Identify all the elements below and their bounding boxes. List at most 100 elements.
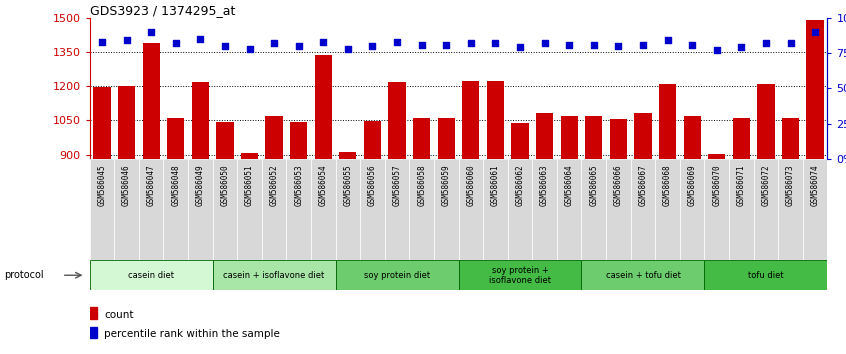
Text: GDS3923 / 1374295_at: GDS3923 / 1374295_at bbox=[90, 4, 235, 17]
Text: GSM586074: GSM586074 bbox=[810, 164, 820, 206]
FancyBboxPatch shape bbox=[139, 159, 163, 260]
FancyBboxPatch shape bbox=[261, 159, 287, 260]
Point bbox=[439, 42, 453, 47]
FancyBboxPatch shape bbox=[557, 159, 581, 260]
Bar bbox=[118, 86, 135, 159]
Bar bbox=[486, 80, 504, 159]
Bar bbox=[585, 116, 602, 159]
Bar bbox=[217, 122, 233, 159]
Text: GSM586047: GSM586047 bbox=[146, 164, 156, 206]
FancyBboxPatch shape bbox=[434, 159, 459, 260]
Point bbox=[636, 42, 650, 47]
Point bbox=[685, 42, 699, 47]
Text: GSM586046: GSM586046 bbox=[122, 164, 131, 206]
Bar bbox=[290, 122, 307, 159]
Point bbox=[710, 47, 723, 53]
Point bbox=[464, 40, 478, 46]
Bar bbox=[315, 55, 332, 159]
Text: casein diet: casein diet bbox=[128, 271, 174, 280]
FancyBboxPatch shape bbox=[680, 159, 705, 260]
Bar bbox=[90, 327, 97, 338]
Text: GSM586049: GSM586049 bbox=[195, 164, 205, 206]
FancyBboxPatch shape bbox=[508, 159, 532, 260]
Bar bbox=[511, 123, 529, 159]
FancyBboxPatch shape bbox=[606, 159, 630, 260]
FancyBboxPatch shape bbox=[90, 159, 114, 260]
Bar bbox=[364, 121, 381, 159]
Point bbox=[96, 39, 109, 45]
Point bbox=[145, 29, 158, 35]
FancyBboxPatch shape bbox=[114, 159, 139, 260]
Text: GSM586054: GSM586054 bbox=[319, 164, 327, 206]
Text: GSM586066: GSM586066 bbox=[614, 164, 623, 206]
Text: casein + isoflavone diet: casein + isoflavone diet bbox=[223, 271, 325, 280]
Text: soy protein +
isoflavone diet: soy protein + isoflavone diet bbox=[489, 266, 551, 285]
Text: GSM586059: GSM586059 bbox=[442, 164, 451, 206]
Point bbox=[365, 43, 379, 49]
Text: GSM586051: GSM586051 bbox=[245, 164, 254, 206]
Text: GSM586073: GSM586073 bbox=[786, 164, 795, 206]
Point bbox=[734, 45, 748, 50]
Text: tofu diet: tofu diet bbox=[748, 271, 783, 280]
Text: GSM586055: GSM586055 bbox=[343, 164, 353, 206]
Point bbox=[169, 40, 183, 46]
Text: GSM586060: GSM586060 bbox=[466, 164, 475, 206]
FancyBboxPatch shape bbox=[656, 159, 680, 260]
Point bbox=[563, 42, 576, 47]
Bar bbox=[462, 80, 480, 159]
Text: GSM586067: GSM586067 bbox=[639, 164, 647, 206]
Bar bbox=[93, 87, 111, 159]
Point bbox=[267, 40, 281, 46]
Point bbox=[415, 42, 428, 47]
Bar bbox=[757, 84, 775, 159]
Bar bbox=[142, 43, 160, 159]
FancyBboxPatch shape bbox=[459, 260, 581, 290]
FancyBboxPatch shape bbox=[630, 159, 656, 260]
Point bbox=[292, 43, 305, 49]
FancyBboxPatch shape bbox=[729, 159, 754, 260]
Point bbox=[808, 29, 821, 35]
FancyBboxPatch shape bbox=[212, 159, 237, 260]
Point bbox=[120, 38, 134, 43]
Text: GSM586064: GSM586064 bbox=[564, 164, 574, 206]
Point bbox=[218, 43, 232, 49]
FancyBboxPatch shape bbox=[212, 260, 336, 290]
FancyBboxPatch shape bbox=[581, 260, 705, 290]
FancyBboxPatch shape bbox=[311, 159, 336, 260]
Bar bbox=[782, 118, 799, 159]
FancyBboxPatch shape bbox=[705, 260, 827, 290]
Bar bbox=[561, 116, 578, 159]
Text: soy protein diet: soy protein diet bbox=[364, 271, 430, 280]
Bar bbox=[266, 116, 283, 159]
Point bbox=[316, 39, 330, 45]
Text: GSM586061: GSM586061 bbox=[491, 164, 500, 206]
Text: GSM586058: GSM586058 bbox=[417, 164, 426, 206]
Point bbox=[587, 42, 601, 47]
Bar bbox=[610, 119, 627, 159]
Bar bbox=[388, 82, 406, 159]
FancyBboxPatch shape bbox=[581, 159, 606, 260]
Bar bbox=[339, 152, 356, 159]
Text: GSM586062: GSM586062 bbox=[515, 164, 525, 206]
FancyBboxPatch shape bbox=[754, 159, 778, 260]
Text: GSM586070: GSM586070 bbox=[712, 164, 722, 206]
Text: GSM586069: GSM586069 bbox=[688, 164, 696, 206]
FancyBboxPatch shape bbox=[360, 159, 385, 260]
Text: count: count bbox=[105, 310, 134, 320]
Text: percentile rank within the sample: percentile rank within the sample bbox=[105, 329, 280, 339]
FancyBboxPatch shape bbox=[778, 159, 803, 260]
Bar bbox=[90, 307, 97, 319]
Text: casein + tofu diet: casein + tofu diet bbox=[606, 271, 680, 280]
Text: GSM586048: GSM586048 bbox=[171, 164, 180, 206]
Text: GSM586068: GSM586068 bbox=[663, 164, 672, 206]
Text: GSM586071: GSM586071 bbox=[737, 164, 746, 206]
FancyBboxPatch shape bbox=[90, 260, 212, 290]
Text: GSM586050: GSM586050 bbox=[221, 164, 229, 206]
FancyBboxPatch shape bbox=[287, 159, 311, 260]
FancyBboxPatch shape bbox=[532, 159, 557, 260]
Point bbox=[489, 40, 503, 46]
Bar bbox=[634, 113, 651, 159]
Point bbox=[612, 43, 625, 49]
Text: GSM586065: GSM586065 bbox=[590, 164, 598, 206]
Text: GSM586057: GSM586057 bbox=[393, 164, 402, 206]
